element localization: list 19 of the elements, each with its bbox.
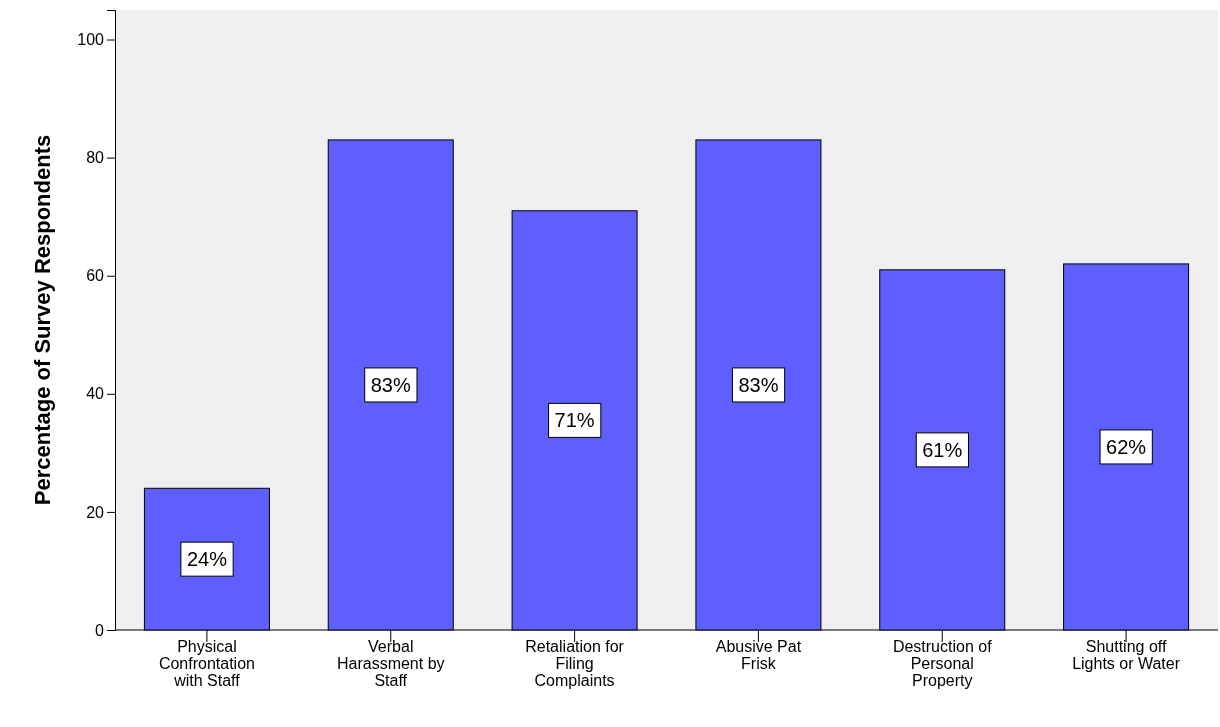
x-tick-label: Abusive Pat Frisk [715, 638, 802, 672]
x-tick-label: Verbal Harassment by Staff [336, 638, 445, 689]
data-label: 24% [186, 548, 228, 571]
x-tick-label: Physical Confrontation with Staff [158, 638, 255, 689]
data-label: 83% [370, 373, 411, 396]
x-tick-label: Retaliation for Filing Complaints [525, 638, 625, 689]
data-label: 61% [922, 438, 963, 461]
data-label: 62% [1106, 435, 1147, 458]
y-tick-label: 100 [77, 31, 105, 49]
data-label: 71% [554, 409, 595, 432]
x-tick-label: Destruction of Personal Property [892, 638, 993, 689]
y-tick-label: 20 [86, 503, 105, 521]
y-tick-label: 40 [86, 385, 105, 403]
data-label: 83% [738, 373, 779, 396]
y-tick-label: 80 [86, 149, 105, 167]
y-tick-label: 0 [95, 621, 105, 639]
y-axis-title: Percentage of Survey Respondents [30, 134, 55, 506]
y-tick-label: 60 [86, 267, 105, 285]
x-tick-label: Shutting off Lights or Water [1072, 638, 1181, 672]
